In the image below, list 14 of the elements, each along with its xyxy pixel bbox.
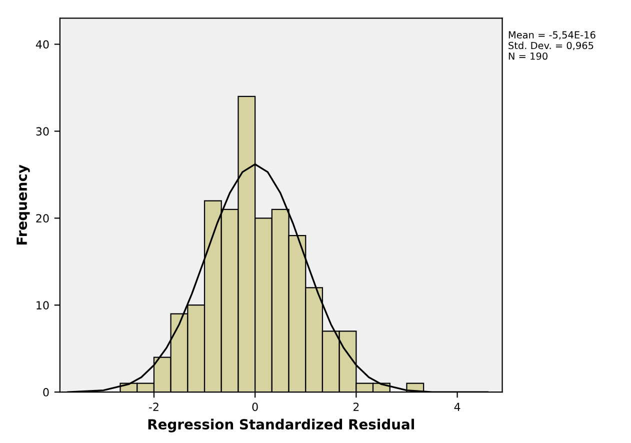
y-tick-label: 10 (36, 301, 49, 310)
y-tick-label: 30 (36, 127, 49, 136)
text: N = 190 (508, 52, 548, 60)
y-tick-label: 40 (36, 40, 49, 49)
x-tick-label: -2 (148, 402, 158, 411)
x-tick-label: 2 (353, 402, 359, 411)
x-tick-label: 4 (454, 402, 460, 411)
y-axis-title: Frequency (16, 164, 30, 244)
y-tick-label: 20 (36, 214, 49, 223)
x-axis-title: Regression Standardized Residual (148, 418, 414, 432)
text: Std. Dev. = 0,965 (508, 42, 594, 50)
text: Mean = -5,54E-16 (508, 31, 596, 40)
y-tick-label: 0 (43, 388, 49, 396)
x-tick-label: 0 (252, 402, 258, 412)
